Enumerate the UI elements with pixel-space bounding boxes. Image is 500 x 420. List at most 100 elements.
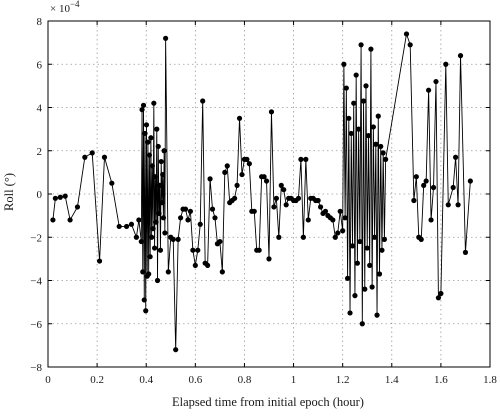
data-point [300, 234, 306, 240]
data-point [128, 221, 135, 227]
data-point [368, 46, 374, 52]
data-point [146, 271, 152, 277]
x-tick-label: 1.2 [336, 374, 350, 386]
data-point [276, 234, 282, 240]
data-point [157, 182, 163, 188]
data-point [315, 197, 321, 204]
data-point [375, 113, 381, 119]
data-point [273, 195, 279, 201]
data-point [52, 195, 58, 201]
data-point [411, 197, 417, 204]
data-point [383, 156, 389, 162]
data-point [246, 161, 252, 167]
data-point [149, 234, 155, 240]
y-tick-label: 4 [37, 103, 43, 115]
data-point [453, 154, 459, 160]
data-point [101, 154, 108, 160]
data-point [67, 217, 73, 223]
data-point [438, 290, 444, 297]
data-point [151, 100, 157, 106]
data-point [430, 184, 437, 191]
data-point [322, 208, 329, 214]
data-point [354, 260, 360, 266]
data-point [356, 126, 362, 132]
data-point [232, 195, 238, 201]
data-point [335, 230, 341, 236]
data-point [140, 102, 147, 108]
data-point [136, 217, 142, 223]
x-tick-label: 0 [45, 374, 51, 386]
data-point [450, 184, 456, 191]
grid [48, 21, 490, 367]
data-point [256, 247, 262, 253]
data-point [116, 223, 122, 230]
y-tick-label: −4 [30, 276, 42, 288]
x-tick-label: 0.4 [139, 374, 153, 386]
data-point [340, 228, 346, 234]
data-point [96, 258, 103, 264]
data-point [217, 238, 223, 245]
data-point [159, 200, 165, 206]
data-point [467, 178, 473, 184]
data-point [154, 126, 160, 132]
data-point [330, 217, 336, 223]
data-point [343, 85, 349, 91]
data-point [141, 297, 147, 303]
data-point [421, 182, 427, 188]
data-point [407, 42, 413, 48]
data-point [373, 141, 379, 147]
data-point [212, 215, 218, 221]
data-point [403, 31, 410, 37]
data-point [62, 193, 68, 199]
data-point [281, 187, 287, 193]
data-point [190, 247, 196, 253]
data-point [151, 245, 158, 251]
data-point [146, 152, 153, 158]
data-point [236, 115, 243, 121]
data-point [158, 158, 164, 165]
data-point [157, 247, 164, 253]
data-point [50, 217, 56, 223]
data-point [365, 133, 372, 139]
data-point [200, 98, 206, 104]
series-line [52, 33, 471, 351]
data-point [364, 245, 370, 251]
data-point [160, 171, 166, 178]
data-point [413, 174, 419, 180]
data-point [192, 262, 198, 268]
data-point [234, 182, 240, 188]
data-point [209, 206, 216, 212]
y-tick-label: −8 [30, 362, 42, 374]
data-point [222, 169, 228, 175]
x-tick-label: 1 [291, 374, 297, 386]
data-point [165, 269, 171, 275]
data-point [178, 215, 184, 221]
data-point [143, 308, 149, 314]
data-point [369, 284, 375, 290]
data-point [244, 156, 250, 162]
data-point [74, 204, 81, 210]
data-point [426, 87, 432, 93]
data-point [163, 35, 169, 41]
y-tick-label: −6 [30, 319, 42, 331]
data-point [182, 206, 189, 212]
data-point [380, 150, 386, 156]
roll-series [50, 31, 473, 353]
data-point [123, 223, 130, 230]
data-point [348, 130, 354, 137]
data-point [271, 204, 277, 210]
data-point [239, 171, 245, 178]
data-point [162, 230, 168, 236]
data-point [173, 347, 179, 353]
y-tick-label: 8 [37, 16, 43, 28]
data-point [139, 107, 145, 113]
data-point [89, 150, 95, 156]
data-point [263, 178, 270, 184]
data-point [433, 78, 439, 85]
data-point [149, 163, 155, 169]
data-point [305, 217, 311, 223]
data-point [150, 226, 156, 232]
data-point [367, 262, 373, 268]
data-point [374, 312, 380, 318]
data-point [378, 143, 384, 150]
